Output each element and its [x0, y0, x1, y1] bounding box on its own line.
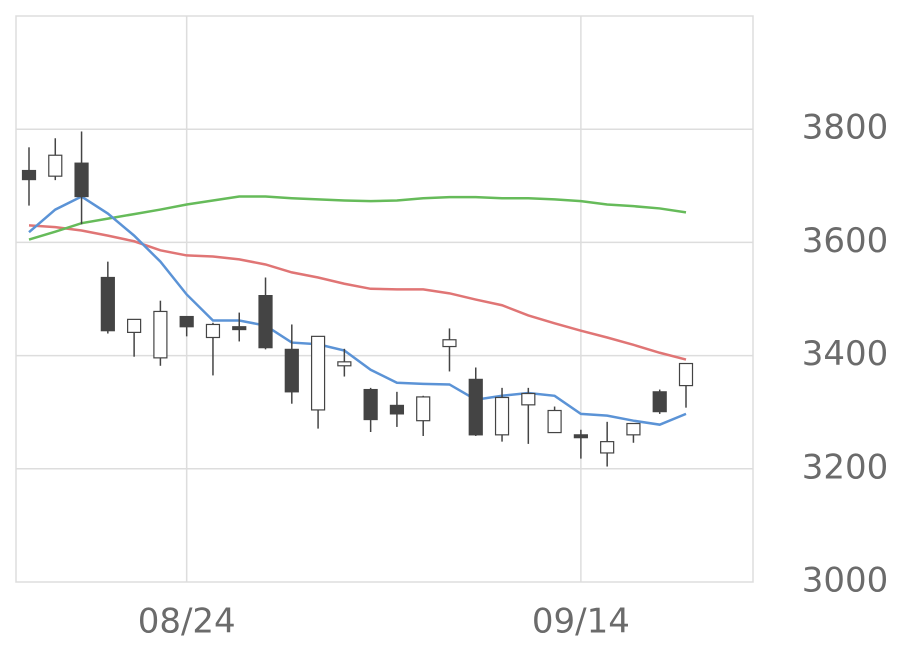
y-tick-label: 3200 [802, 447, 889, 487]
candle-body [442, 339, 457, 348]
candle-body [678, 362, 694, 387]
y-tick-label: 3600 [802, 221, 889, 261]
candle-body [127, 318, 142, 333]
x-tick-label: 09/14 [532, 602, 630, 642]
candle-body [258, 295, 273, 349]
y-tick-label: 3000 [802, 561, 889, 601]
candle-body [21, 169, 37, 181]
candle-body [494, 396, 510, 436]
candle-body [284, 348, 299, 393]
moving-average-line [28, 224, 687, 361]
candle-body [179, 315, 194, 328]
candle-body [416, 396, 431, 422]
candle-body [547, 409, 562, 434]
candle-body [573, 434, 588, 439]
moving-average-line [28, 195, 687, 241]
candle-body [337, 361, 352, 367]
candle-body [468, 378, 483, 436]
candle-body [310, 335, 326, 411]
candle-body [153, 310, 168, 359]
candle-body [626, 422, 641, 436]
candle-body [652, 391, 667, 413]
candle-body [600, 441, 615, 454]
moving-average-line [28, 195, 687, 426]
candle-body [363, 388, 378, 421]
candle-body [232, 326, 247, 331]
plot-frame [15, 15, 754, 583]
candle-body [521, 392, 536, 406]
candle-body [205, 323, 221, 339]
candle-body [48, 154, 63, 177]
x-tick-label: 08/24 [138, 602, 236, 642]
candle-body [389, 404, 405, 415]
y-tick-label: 3400 [802, 334, 889, 374]
candle-body [100, 276, 115, 332]
candle-body [74, 162, 89, 198]
y-tick-label: 3800 [802, 108, 889, 148]
